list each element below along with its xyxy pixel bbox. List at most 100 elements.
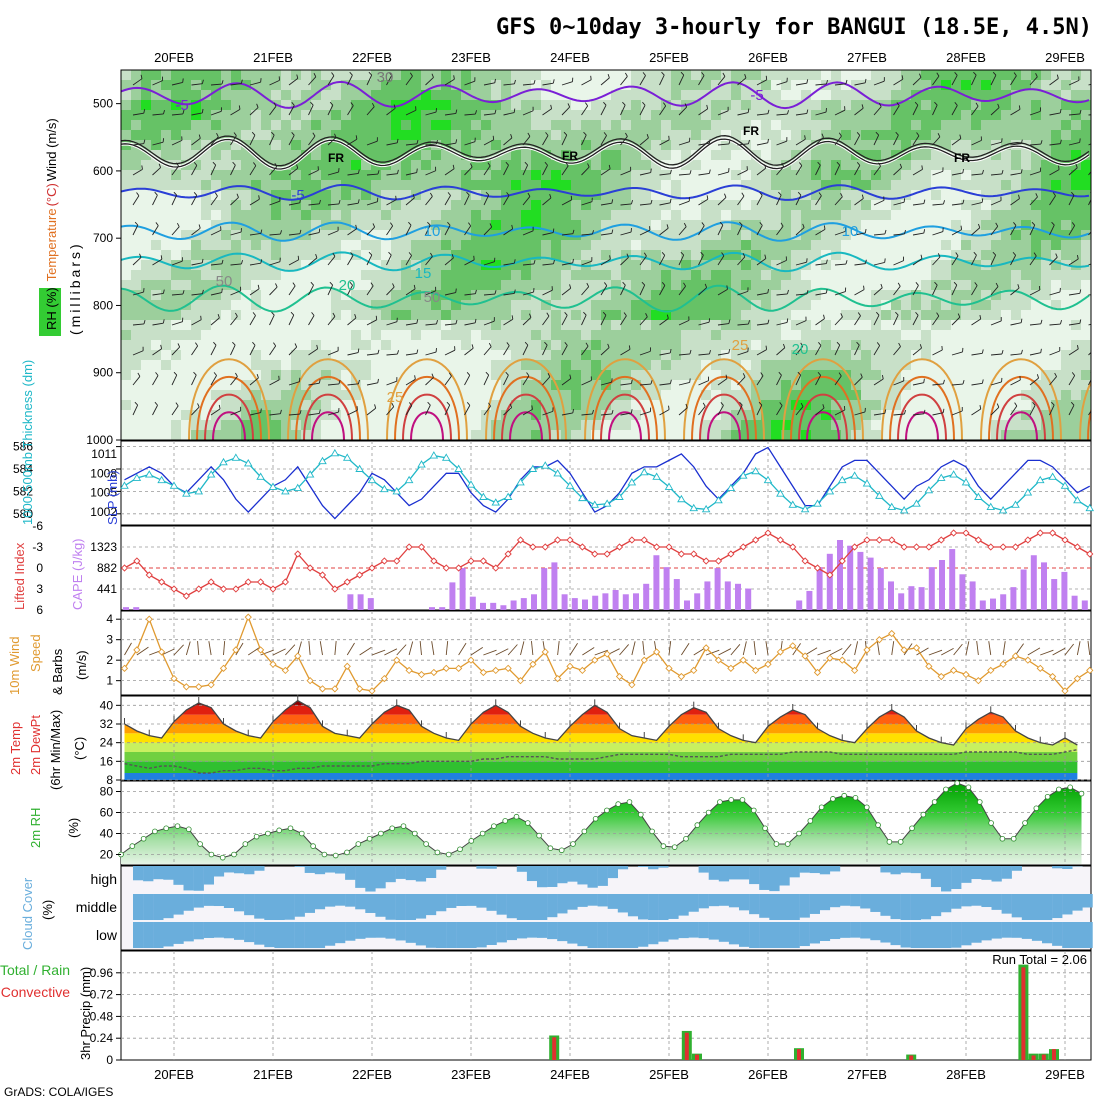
rh-cell: [851, 190, 862, 201]
wind-barb: [171, 194, 178, 206]
rh-cell: [811, 270, 822, 281]
wind-barb: [600, 77, 610, 86]
contour-label: 30: [377, 69, 394, 86]
rh-cell: [371, 370, 382, 381]
rh-cell: [991, 290, 1002, 301]
wind-barb: [1029, 171, 1041, 176]
rh-cell: [1081, 200, 1091, 211]
rh-cell: [891, 220, 902, 231]
wind-barb-flag: [611, 199, 614, 204]
rh-cell: [481, 160, 492, 171]
wind-barb: [347, 409, 358, 416]
rh-cell: [141, 200, 152, 211]
rh-cell: [201, 230, 212, 241]
rh-cell: [491, 330, 502, 341]
rh-cell: [661, 270, 672, 281]
rh-cell: [941, 140, 952, 151]
rh-cell: [281, 380, 292, 391]
rh-cell: [1051, 420, 1062, 431]
rh-cell: [1041, 350, 1052, 361]
rh-cell: [661, 150, 672, 161]
rh-cell: [821, 300, 832, 311]
rh-cell: [461, 270, 472, 281]
wind-barb-flag: [201, 258, 204, 263]
rh-cell: [1051, 110, 1062, 121]
rh-cell: [541, 110, 552, 121]
rh-cell: [771, 90, 782, 101]
rh-cell: [781, 240, 792, 251]
rh-cell: [641, 200, 652, 211]
rh-cell: [931, 200, 942, 211]
rh-cell: [141, 240, 152, 251]
rh-cell: [751, 190, 762, 201]
rh-cell: [271, 250, 282, 261]
rh-cell: [831, 150, 842, 161]
rh-cell: [241, 420, 252, 431]
rh-cell: [651, 120, 662, 131]
rh-cell: [301, 160, 312, 171]
thickness-line-point: [206, 470, 216, 478]
rh-cell: [771, 260, 782, 271]
wind-barb-flag: [804, 135, 806, 140]
wind-barb-flag: [299, 229, 302, 234]
wind-barb: [230, 231, 242, 236]
rh-cell: [521, 320, 532, 331]
wind-barb: [1049, 195, 1056, 206]
rh-cell: [141, 230, 152, 241]
wind-barb: [795, 112, 807, 116]
wind-barb: [932, 349, 943, 356]
rh-cell: [491, 290, 502, 301]
rh-cell: [331, 290, 342, 301]
thickness-line-point: [219, 457, 228, 466]
rh-cell: [621, 280, 632, 291]
wind-barb: [210, 292, 222, 296]
rh-cell: [691, 200, 702, 211]
wind-barb: [1010, 287, 1020, 296]
rh-cell: [991, 390, 1002, 401]
rh-cell: [371, 330, 382, 341]
rh-cell: [341, 130, 352, 141]
rh-cell: [921, 240, 932, 251]
rh-cell: [1031, 230, 1042, 241]
wind-barb-flag: [860, 373, 863, 378]
wind-barb: [542, 344, 548, 356]
rh-cell: [191, 130, 202, 141]
wind-barb-flag: [296, 164, 299, 169]
wind-barb-flag: [975, 102, 979, 107]
rh-cell: [471, 220, 482, 231]
rh-cell: [121, 230, 132, 241]
rh-cell: [171, 410, 182, 421]
rh-cell: [541, 220, 552, 231]
rh-cell: [851, 130, 862, 141]
rh-cell: [801, 120, 812, 131]
rh-cell: [441, 260, 452, 271]
wind-barb-flag: [513, 289, 516, 294]
rh-cell: [771, 270, 782, 281]
rh-cell: [311, 370, 322, 381]
rh-cell: [571, 230, 582, 241]
rh-cell: [591, 240, 602, 251]
wind-barb: [269, 345, 277, 356]
rh-cell: [721, 90, 732, 101]
rh-cell: [161, 90, 172, 101]
rh-cell: [1071, 140, 1082, 151]
rh-cell: [551, 170, 562, 181]
rh-cell: [1031, 150, 1042, 161]
rh-cell: [971, 110, 982, 121]
rh-cell: [331, 300, 342, 311]
rh-cell: [201, 280, 212, 291]
rh-cell: [301, 250, 312, 261]
rh-cell: [511, 310, 522, 321]
rh-cell: [951, 80, 962, 91]
rh-cell: [281, 330, 292, 341]
rh-cell: [241, 130, 252, 141]
rh-cell: [241, 350, 252, 361]
rh-cell: [781, 150, 792, 161]
rh-cell: [621, 270, 632, 281]
warm-contour: [996, 393, 1046, 440]
wind-barb-flag: [603, 282, 608, 286]
rh-cell: [401, 160, 412, 171]
rh-cell: [321, 190, 332, 201]
rh-cell: [851, 70, 862, 81]
rh-cell: [171, 130, 182, 141]
